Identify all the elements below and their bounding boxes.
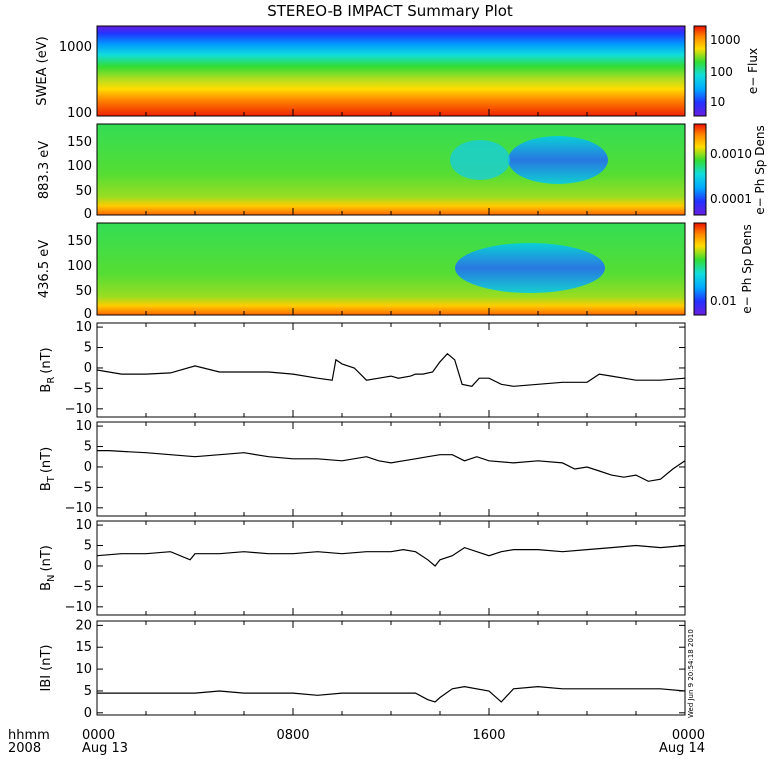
bmag-ytick-label: 10: [75, 662, 92, 677]
bn-ylabel-main: B: [39, 582, 54, 591]
time-tick-date: Aug 13: [82, 741, 128, 756]
magnetic-field-panels: 1050−5−10BR(nT)1050−5−10BT(nT)1050−5−10B…: [39, 109, 686, 721]
br-ytick-label: −5: [73, 381, 92, 396]
pad-883-colorbar: [693, 123, 707, 216]
bn-series-line: [96, 544, 686, 567]
pad-883-cbar-tick-2: 0.0001: [710, 192, 752, 206]
br-frame: [96, 322, 686, 418]
pad-883-cbar-tick-1: 0.0010: [710, 147, 752, 161]
swea-colorbar: [693, 25, 707, 117]
pad-436-ytick-100: 100: [67, 259, 92, 274]
bmag-series-line: [97, 685, 686, 703]
bn-ytick-label: 5: [84, 539, 92, 554]
bt-ylabel-unit: (nT): [39, 447, 54, 473]
bmag-ytick-label: 0: [84, 706, 92, 721]
bmag-frame: [96, 620, 686, 716]
bt-ytick-label: −5: [73, 480, 92, 495]
bt-ytick-label: 10: [75, 419, 92, 434]
bt-frame: [96, 421, 686, 517]
pad-883-cyan-region: [450, 140, 510, 180]
pad-436-blue-region: [455, 243, 605, 293]
panel-bt: 10 5 0 −5 −10 BT (nT): [39, 419, 686, 517]
pad-883-ylabel: 883.3 eV: [37, 141, 52, 199]
time-tick-label: 0000: [82, 728, 115, 743]
br-ytick-label: 0: [84, 361, 92, 376]
bmag-ylabel-unit: (nT): [39, 645, 54, 671]
pad-436-ytick-150: 150: [67, 234, 92, 249]
pad-883-ytick-0: 0: [84, 207, 92, 222]
bmag-ytick-label: 5: [84, 684, 92, 699]
bn-ytick-label: 10: [75, 518, 92, 533]
pad-883-ytick-150: 150: [67, 135, 92, 150]
panel-pad-883: 883.3 eV 150 100 50 0 0.0010 0.0001 e− P…: [37, 123, 767, 222]
br-ytick-label: 10: [75, 320, 92, 335]
bt-ylabel-sub: T: [46, 475, 57, 483]
pad-883-blue-region: [508, 136, 608, 184]
br-ylabel-main: B: [39, 384, 54, 393]
pad-436-ylabel: 436.5 eV: [37, 240, 52, 298]
bt-ytick-label: 0: [84, 460, 92, 475]
bn-ylabel: BN (nT): [39, 545, 57, 591]
bn-ytick-label: −5: [73, 579, 92, 594]
swea-cbar-tick-100: 100: [710, 65, 733, 79]
generation-stamp: Wed Jun 9 20:54:18 2010: [687, 629, 695, 718]
pad-436-colorbar: [693, 222, 707, 316]
br-ytick-label: 5: [84, 341, 92, 356]
bt-ytick-label: 5: [84, 440, 92, 455]
pad-883-ytick-100: 100: [67, 159, 92, 174]
panel-pad-436: 436.5 eV 150 100 50 0 0.01 e− Ph Sp Dens: [37, 222, 754, 322]
time-label-hhmm: hhmm: [8, 728, 50, 743]
br-ytick-label: −10: [65, 402, 92, 417]
bt-ytick-label: −10: [65, 501, 92, 516]
figure-title: STEREO-B IMPACT Summary Plot: [267, 2, 513, 20]
swea-ytick-100: 100: [67, 106, 92, 121]
swea-cbar-tick-10: 10: [710, 95, 725, 109]
pad-883-ytick-50: 50: [75, 184, 92, 199]
bmag-ytick-label: 20: [75, 618, 92, 633]
br-series-line: [96, 352, 686, 387]
bt-ylabel-main: B: [39, 482, 54, 491]
pad-436-cbar-tick-1: 0.01: [710, 294, 737, 308]
bmag-ylabel-main: IBI: [39, 675, 54, 692]
time-tick-label: 0000: [672, 728, 705, 743]
pad-436-ytick-50: 50: [75, 284, 92, 299]
bt-ylabel: BT (nT): [39, 447, 57, 491]
time-tick-date: Aug 14: [659, 741, 705, 756]
time-tick-label: 0800: [276, 728, 309, 743]
panel-bmag: 20 15 10 5 0 IBI (nT): [39, 618, 686, 721]
swea-cbar-label: e− Flux: [746, 48, 760, 94]
pad-883-cbar-label: e− Ph Sp Dens: [753, 125, 767, 214]
swea-cbar-tick-1000: 1000: [710, 33, 741, 47]
bt-series-line: [97, 450, 686, 482]
br-ylabel: BR (nT): [39, 347, 57, 392]
swea-ytick-1000: 1000: [59, 40, 92, 55]
swea-ylabel: SWEA (eV): [35, 36, 50, 105]
bmag-ylabel: IBI (nT): [39, 645, 54, 692]
pad-436-cbar-label: e− Ph Sp Dens: [740, 224, 754, 313]
bn-ytick-label: −10: [65, 600, 92, 615]
panel-swea: SWEA (eV) 1000 100 1000 100 10 e− Flux: [35, 25, 760, 121]
panel-br: 10 5 0 −5 −10 BR (nT): [39, 320, 686, 418]
bmag-ytick-label: 15: [75, 640, 92, 655]
time-label-year: 2008: [8, 741, 41, 756]
swea-spectrogram: [97, 26, 685, 116]
bn-frame: [96, 520, 686, 616]
pad-436-ytick-0: 0: [84, 307, 92, 322]
bn-ylabel-sub: N: [46, 574, 57, 581]
time-tick-label: 1600: [472, 728, 505, 743]
bn-ylabel-unit: (nT): [39, 545, 54, 571]
bn-ytick-label: 0: [84, 559, 92, 574]
br-ylabel-sub: R: [46, 377, 57, 384]
panel-bn: 10 5 0 −5 −10 BN (nT): [39, 518, 686, 616]
br-ylabel-unit: (nT): [39, 347, 54, 373]
